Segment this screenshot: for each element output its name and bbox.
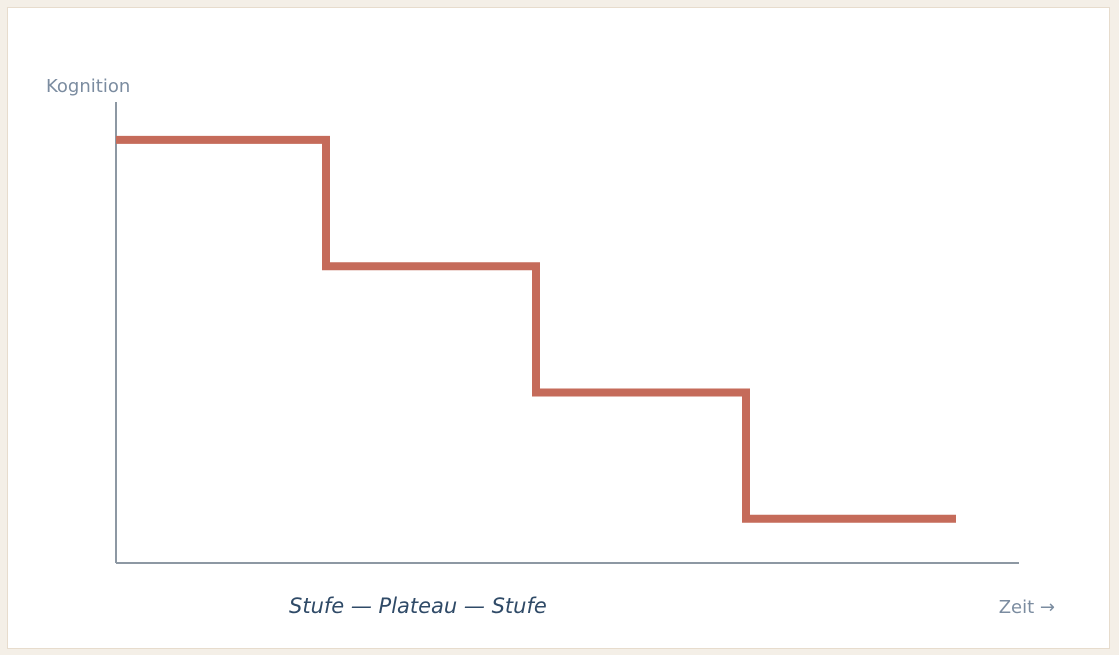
chart-card xyxy=(7,7,1110,649)
y-axis-label: Kognition xyxy=(46,76,130,97)
x-axis-label: Zeit → xyxy=(999,597,1055,618)
series-line-kognition xyxy=(116,135,956,523)
chart-caption: Stufe — Plateau — Stufe xyxy=(289,594,547,618)
